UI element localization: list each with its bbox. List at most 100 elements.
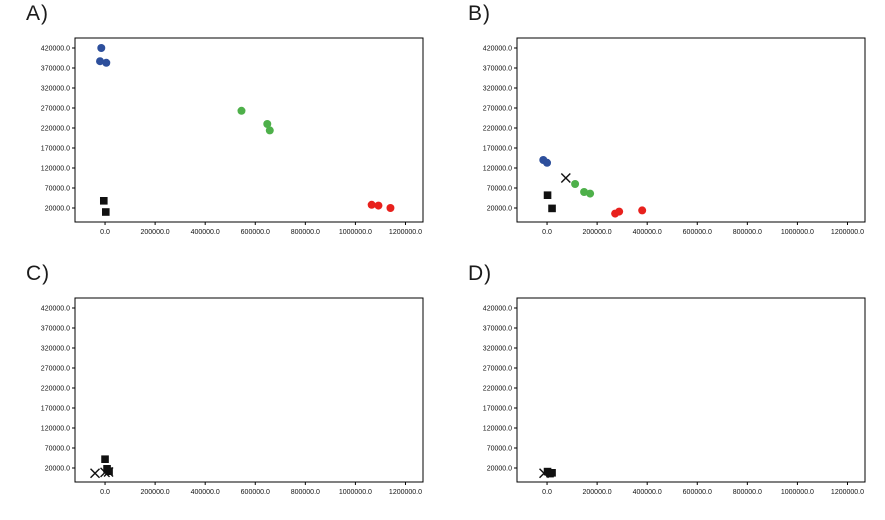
y-tick-label: 270000.0 [483, 366, 512, 373]
y-tick-label: 270000.0 [41, 366, 70, 373]
cluster-red-point [615, 207, 624, 216]
y-tick-label: 220000.0 [41, 126, 70, 133]
cluster-black-squares-point [548, 204, 556, 213]
x-tick-label: 1200000.0 [831, 229, 864, 236]
y-tick-label: 120000.0 [41, 426, 70, 433]
y-tick-label: 370000.0 [483, 326, 512, 333]
x-tick-label: 800000.0 [733, 489, 762, 496]
y-tick-label: 70000.0 [487, 446, 512, 453]
cluster-black-squares-point [543, 191, 552, 199]
centroid-x-point [539, 468, 550, 479]
y-tick-label: 20000.0 [45, 466, 70, 473]
y-tick-label: 220000.0 [483, 386, 512, 393]
panel-a-label: A) [26, 2, 49, 25]
x-tick-label: 200000.0 [583, 229, 612, 236]
cluster-blue-point [96, 57, 105, 66]
x-tick-label: 0.0 [100, 229, 110, 236]
axis-box [516, 37, 866, 223]
x-tick-label: 800000.0 [291, 489, 320, 496]
cluster-blue-point [97, 44, 106, 52]
cluster-red-point [386, 204, 395, 212]
y-tick-label: 70000.0 [487, 186, 512, 193]
x-tick-label: 600000.0 [683, 229, 712, 236]
x-tick-label: 1000000.0 [781, 489, 814, 496]
cluster-black-squares-point [548, 469, 556, 477]
centroid-x-point [560, 173, 571, 183]
x-tick-label: 0.0 [542, 229, 552, 236]
cluster-green-point [263, 120, 272, 128]
y-tick-label: 220000.0 [483, 126, 512, 133]
x-tick-label: 400000.0 [191, 489, 220, 496]
panel-c-label: C) [26, 262, 51, 285]
y-tick-label: 420000.0 [41, 306, 70, 313]
cluster-black-squares-point [101, 455, 109, 463]
x-tick-label: 1000000.0 [339, 489, 372, 496]
cluster-red-point [638, 206, 647, 215]
axis-box [516, 297, 866, 483]
y-tick-label: 370000.0 [483, 66, 512, 73]
y-tick-label: 270000.0 [41, 106, 70, 113]
y-tick-label: 20000.0 [487, 466, 512, 473]
axis-box [74, 297, 424, 483]
x-tick-label: 1200000.0 [389, 229, 422, 236]
y-tick-label: 20000.0 [45, 206, 70, 213]
x-tick-label: 0.0 [100, 489, 110, 496]
panel-b-label: B) [468, 2, 491, 25]
y-tick-label: 370000.0 [41, 66, 70, 73]
cluster-green-point [265, 126, 274, 135]
cluster-black-squares-point [101, 208, 110, 216]
y-tick-label: 70000.0 [45, 186, 70, 193]
x-tick-label: 400000.0 [633, 489, 662, 496]
scatter-plot-b: 20000.0 70000.0 120000.0 170000.0 220000.0 27… [483, 37, 866, 236]
scatter-plot-c: 20000.0 70000.0 120000.0 170000.0 220000.0 27… [41, 297, 424, 496]
x-tick-label: 200000.0 [583, 489, 612, 496]
x-tick-label: 200000.0 [141, 229, 170, 236]
cluster-black-squares-point [99, 197, 108, 205]
cluster-red-point [367, 200, 376, 209]
cluster-green-point [586, 189, 595, 198]
x-tick-label: 1000000.0 [781, 229, 814, 236]
x-tick-label: 400000.0 [633, 229, 662, 236]
y-tick-label: 170000.0 [483, 146, 512, 153]
panel-c: C) 20000.0 70000.0 120000.0 170000.0 220000.… [0, 260, 442, 520]
centroid-x-point [100, 467, 111, 478]
y-tick-label: 320000.0 [483, 86, 512, 93]
y-tick-label: 120000.0 [41, 166, 70, 173]
y-tick-label: 320000.0 [41, 346, 70, 353]
x-tick-label: 1200000.0 [831, 489, 864, 496]
x-tick-label: 800000.0 [291, 229, 320, 236]
x-tick-label: 1200000.0 [389, 489, 422, 496]
y-tick-label: 170000.0 [41, 146, 70, 153]
y-tick-label: 420000.0 [483, 46, 512, 53]
y-tick-label: 420000.0 [41, 46, 70, 53]
panel-a: A) 20000.0 70000.0 120000.0 170000.0 220000.… [0, 0, 442, 260]
cluster-green-point [580, 188, 589, 196]
axis-box [74, 37, 424, 223]
centroid-x-point [103, 467, 114, 477]
y-tick-label: 170000.0 [41, 406, 70, 413]
y-tick-label: 120000.0 [483, 426, 512, 433]
x-tick-label: 800000.0 [733, 229, 762, 236]
x-tick-label: 200000.0 [141, 489, 170, 496]
x-tick-label: 0.0 [542, 489, 552, 496]
y-tick-label: 270000.0 [483, 106, 512, 113]
cluster-green-point [237, 106, 246, 115]
y-tick-label: 320000.0 [483, 346, 512, 353]
cluster-red-point [374, 201, 383, 210]
x-tick-label: 600000.0 [683, 489, 712, 496]
x-tick-label: 600000.0 [241, 229, 270, 236]
cluster-blue-point [543, 158, 552, 167]
panel-b: B) 20000.0 70000.0 120000.0 170000.0 220000.… [442, 0, 885, 260]
y-tick-label: 70000.0 [45, 446, 70, 453]
cluster-blue-point [102, 58, 111, 67]
scatter-plot-d: 20000.0 70000.0 120000.0 170000.0 220000.0 27… [483, 297, 866, 496]
y-tick-label: 120000.0 [483, 166, 512, 173]
y-tick-label: 220000.0 [41, 386, 70, 393]
centroid-x-point [90, 468, 101, 479]
panel-d: D) 20000.0 70000.0 120000.0 170000.0 220000.… [442, 260, 885, 520]
cluster-green-point [571, 180, 580, 188]
y-tick-label: 420000.0 [483, 306, 512, 313]
x-tick-label: 400000.0 [191, 229, 220, 236]
y-tick-label: 320000.0 [41, 86, 70, 93]
